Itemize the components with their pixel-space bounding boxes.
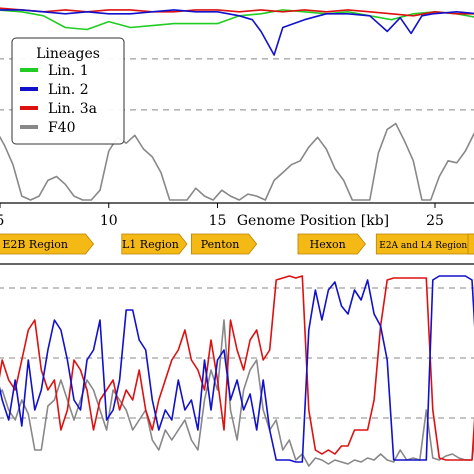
- region-label-hexon: Hexon: [310, 238, 346, 251]
- region-penton: [191, 233, 258, 255]
- legend-label-lin-1: Lin. 1: [48, 63, 89, 79]
- top-series-lin-2: [0, 9, 474, 56]
- x-tick-label-10: 10: [100, 213, 118, 229]
- region-l1-region: [121, 233, 188, 255]
- bottom-panel: [0, 263, 474, 467]
- bottom-series-lin-2: [0, 275, 474, 463]
- region-e2a-and-l4-regions: [375, 233, 474, 255]
- x-tick-label-15: 15: [209, 213, 227, 229]
- legend-box: [11, 37, 125, 145]
- region-label-e2a-and-l4-regions: E2A and L4 Regions: [379, 241, 472, 251]
- bottom-plot-frame: [0, 263, 474, 265]
- legend-label-lin-3a: Lin. 3a: [48, 101, 97, 117]
- region-hexon: [297, 233, 366, 255]
- x-tick-label-5: 5: [0, 213, 4, 229]
- legend: Lineages Lin. 1 Lin. 2 Lin. 3a F40: [11, 37, 125, 145]
- region-partial-right: [467, 233, 474, 255]
- x-axis-label: Genome Position [kb]: [237, 213, 389, 229]
- bottom-series-f40: [0, 319, 474, 467]
- x-tick-label-25: 25: [426, 213, 444, 229]
- region-label-penton: Penton: [201, 238, 240, 251]
- top-series-f40: [0, 122, 474, 201]
- gene-map-band: 5 10 15 25 Genome Position [kb] E2B Region L…: [0, 203, 474, 255]
- legend-label-lin-2: Lin. 2: [48, 82, 89, 98]
- region-label-l1-region: L1 Region: [122, 238, 179, 251]
- top-plot-frame: [0, 202, 474, 204]
- region-label-e2b-region: E2B Region: [2, 238, 68, 251]
- legend-title: Lineages: [36, 46, 100, 62]
- bottom-series-lin-3a: [0, 275, 474, 461]
- region-e2b-region: [0, 233, 95, 255]
- legend-label-f40: F40: [48, 120, 76, 136]
